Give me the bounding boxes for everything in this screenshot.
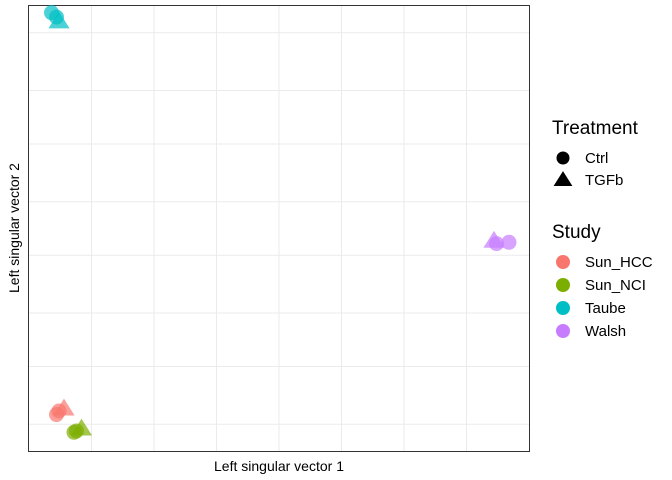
plot-panel-border: [28, 5, 530, 452]
legend-key-taube: [556, 301, 570, 315]
legend-key-triangle: [553, 171, 573, 187]
y-axis-title: Left singular vector 2: [6, 163, 22, 293]
legend-key-sun_hcc: [556, 255, 570, 269]
study-legend: Sun_HCC Sun_NCI Taube Walsh: [556, 254, 653, 340]
data-point-sun_nci-tgfb: [70, 418, 93, 436]
data-points: [44, 5, 517, 440]
legend-key-circle: [556, 151, 570, 165]
x-axis-title: Left singular vector 1: [214, 458, 344, 474]
grid-lines: [29, 6, 529, 451]
legend-label-walsh: Walsh: [585, 323, 626, 340]
legend-key-sun_nci: [556, 278, 570, 292]
legend-label-ctrl: Ctrl: [585, 150, 608, 167]
data-point-sun_hcc-tgfb: [53, 398, 75, 416]
legend-label-tgfb: TGFb: [585, 172, 623, 189]
legend-key-walsh: [556, 324, 570, 338]
legend-label-sun_hcc: Sun_HCC: [585, 254, 653, 271]
legend-title-study: Study: [552, 222, 601, 243]
legend-title-treatment: Treatment: [552, 118, 639, 139]
treatment-legend: Ctrl TGFb: [553, 150, 623, 189]
data-point-walsh-ctrl: [489, 236, 504, 252]
legend-label-sun_nci: Sun_NCI: [585, 277, 646, 294]
data-point-walsh-ctrl: [501, 234, 517, 250]
legend-label-taube: Taube: [585, 300, 626, 317]
data-point-taube-tgfb: [48, 11, 70, 29]
